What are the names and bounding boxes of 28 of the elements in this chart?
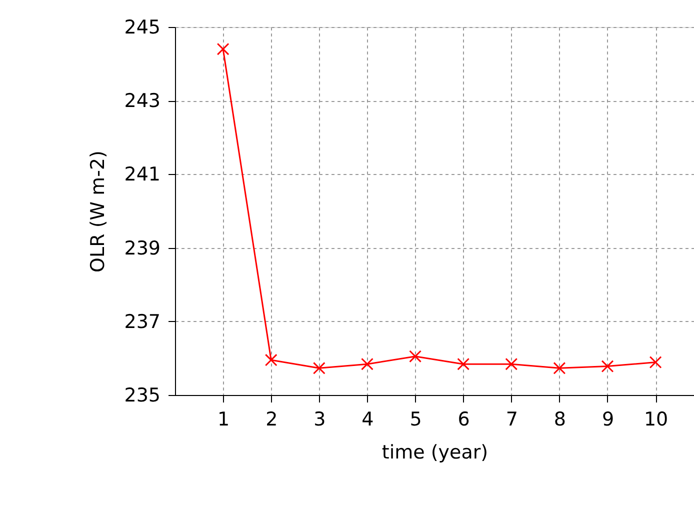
x-axis-title: time (year)	[382, 442, 488, 464]
y-tick-label: 239	[124, 237, 160, 260]
point	[264, 354, 278, 366]
y-tick-label: 243	[124, 90, 160, 112]
point	[553, 362, 566, 374]
x-tick-label: 10	[644, 408, 668, 430]
point	[601, 360, 614, 373]
x-tick-label: 4	[362, 408, 374, 430]
x-tick-label: 9	[602, 408, 614, 430]
y-tick-label: 235	[124, 384, 160, 406]
y-tick-label: 237	[124, 310, 160, 333]
y-tick-label: 245	[124, 16, 160, 38]
point	[457, 358, 470, 370]
x-tick-label: 1	[218, 408, 230, 430]
y-axis-title: OLR (W m-2)	[87, 150, 110, 272]
y-tick-label: 241	[124, 164, 160, 186]
x-tick-label: 5	[410, 408, 422, 430]
point	[216, 42, 230, 56]
x-tick-label: 8	[554, 408, 566, 430]
point	[649, 356, 662, 368]
x-tick-label: 3	[314, 408, 326, 430]
point	[409, 350, 422, 363]
x-tick-label: 7	[506, 408, 518, 430]
x-tick-label: 6	[458, 408, 470, 430]
point	[505, 358, 518, 370]
point	[312, 362, 326, 374]
point	[360, 358, 374, 370]
x-tick-label: 2	[266, 408, 278, 430]
